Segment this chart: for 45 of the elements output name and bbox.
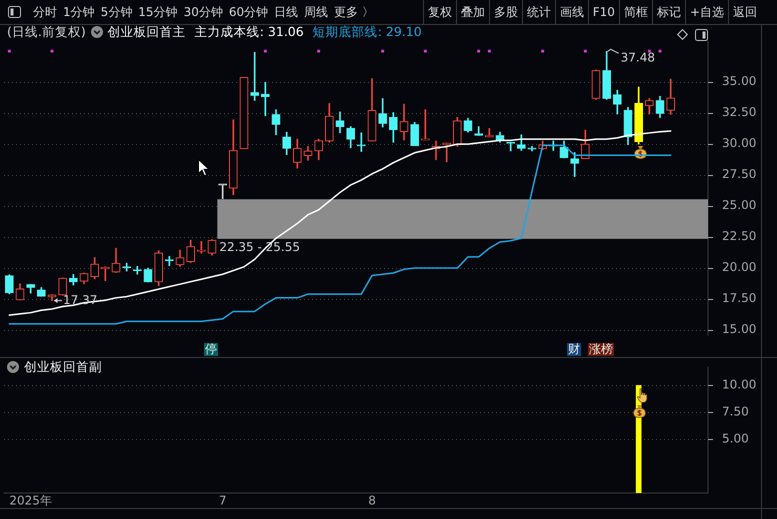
text: 涨榜 (588, 342, 614, 356)
y-tick-label: 35.00 (722, 74, 756, 88)
text: 返回 (728, 0, 761, 24)
text: 短期底部线: 29.10 (312, 24, 422, 40)
y-tick-label: 25.00 (722, 198, 756, 212)
y-tick-label: 20.00 (722, 260, 756, 274)
text: 5分钟 (100, 4, 132, 21)
text: 15分钟 (138, 4, 178, 21)
y-tick-label: 7.50 (722, 404, 749, 418)
text: 日线 (274, 4, 298, 21)
text: 停 (204, 342, 218, 356)
text: 多股 (488, 0, 522, 24)
x-tick-label: 8 (368, 493, 376, 508)
text: 60分钟 (228, 4, 268, 21)
y-tick-label: 30.00 (722, 136, 756, 150)
y-tick-label: 5.00 (722, 431, 749, 446)
y-tick-label: 22.50 (722, 229, 756, 244)
text: +自选 (684, 0, 728, 24)
x-tick-label: 7 (218, 493, 226, 508)
text: F10 (588, 0, 619, 24)
y-tick-label: 10.00 (722, 378, 756, 392)
y-tick-label: 15.00 (722, 322, 756, 336)
chart-subtitle: 创业板回首主 (108, 24, 186, 40)
text: 叠加 (456, 0, 489, 24)
y-tick-label: 17.50 (722, 291, 756, 306)
band-label: 22.35 - 25.55 (219, 240, 300, 254)
text: 更多 〉 (334, 4, 374, 21)
annotation: 37.48 (620, 50, 656, 64)
y-tick-label: 32.50 (722, 105, 756, 120)
text: 30分钟 (184, 4, 223, 21)
text: 主力成本线: 31.06 (194, 24, 304, 40)
text: 1分钟 (63, 4, 95, 21)
text: 统计 (522, 0, 555, 24)
text: 简框 (618, 0, 652, 24)
text: 财 (567, 342, 581, 356)
text: 周线 (304, 4, 328, 21)
text: 画线 (554, 0, 588, 24)
text: 复权 (422, 0, 456, 24)
y-tick-label: 27.50 (722, 167, 756, 182)
annotation: 17.37 (63, 292, 98, 307)
chart-title: (日线.前复权) (7, 24, 86, 40)
text: 分时 (33, 4, 57, 21)
chart-subtitle: 创业板回首副 (24, 358, 102, 376)
x-tick-label: 2025年 (9, 493, 52, 508)
text: 标记 (652, 0, 685, 24)
